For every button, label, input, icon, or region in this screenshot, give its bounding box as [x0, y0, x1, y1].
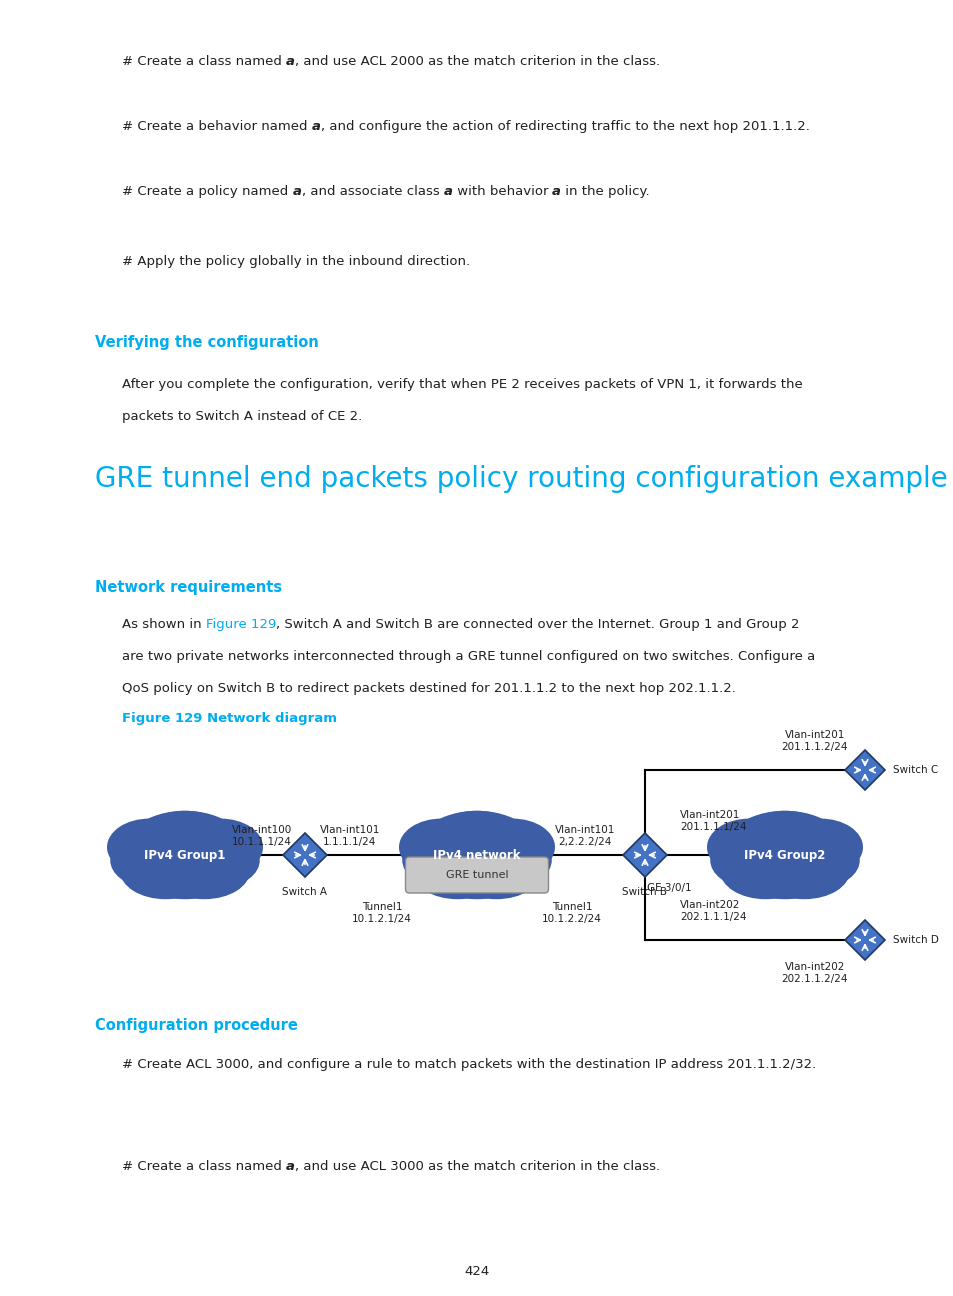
- Text: Switch B: Switch B: [622, 886, 667, 897]
- Polygon shape: [844, 920, 884, 960]
- Ellipse shape: [178, 819, 263, 876]
- Ellipse shape: [739, 811, 830, 863]
- Text: # Create a class named: # Create a class named: [122, 1160, 286, 1173]
- Text: packets to Switch A instead of CE 2.: packets to Switch A instead of CE 2.: [122, 410, 362, 422]
- Ellipse shape: [398, 819, 483, 876]
- Ellipse shape: [139, 811, 231, 863]
- Ellipse shape: [120, 811, 250, 899]
- Ellipse shape: [431, 811, 522, 863]
- Text: a: a: [552, 185, 560, 198]
- Text: , and use ACL 2000 as the match criterion in the class.: , and use ACL 2000 as the match criterio…: [294, 54, 659, 67]
- Ellipse shape: [709, 835, 781, 886]
- Ellipse shape: [111, 835, 182, 886]
- Text: a: a: [312, 121, 320, 133]
- Text: a: a: [286, 54, 294, 67]
- Ellipse shape: [412, 842, 502, 899]
- Text: IPv4 Group2: IPv4 Group2: [743, 849, 825, 862]
- Text: Configuration procedure: Configuration procedure: [95, 1017, 297, 1033]
- Text: Tunnel1
10.1.2.2/24: Tunnel1 10.1.2.2/24: [541, 902, 601, 924]
- Text: Switch A: Switch A: [282, 886, 327, 897]
- Text: Figure 129 Network diagram: Figure 129 Network diagram: [122, 712, 336, 724]
- Ellipse shape: [412, 811, 541, 899]
- Text: GE 3/0/1: GE 3/0/1: [646, 883, 691, 893]
- Text: Network requirements: Network requirements: [95, 581, 282, 595]
- Ellipse shape: [479, 835, 551, 886]
- Text: After you complete the configuration, verify that when PE 2 receives packets of : After you complete the configuration, ve…: [122, 378, 801, 391]
- Text: a: a: [443, 185, 452, 198]
- Text: , and associate class: , and associate class: [301, 185, 443, 198]
- Polygon shape: [622, 833, 666, 877]
- Text: As shown in: As shown in: [122, 618, 206, 631]
- Text: Vlan-int201
201.1.1.2/24: Vlan-int201 201.1.1.2/24: [781, 730, 847, 753]
- Text: # Create a policy named: # Create a policy named: [122, 185, 293, 198]
- Text: Vlan-int101
2,2.2.2/24: Vlan-int101 2,2.2.2/24: [555, 826, 615, 848]
- Text: GRE tunnel: GRE tunnel: [445, 870, 508, 880]
- Text: GRE tunnel end packets policy routing configuration example: GRE tunnel end packets policy routing co…: [95, 465, 946, 492]
- Text: Switch D: Switch D: [892, 934, 938, 945]
- Text: Vlan-int202
202.1.1.2/24: Vlan-int202 202.1.1.2/24: [781, 962, 847, 985]
- Ellipse shape: [402, 835, 474, 886]
- Ellipse shape: [159, 842, 250, 899]
- Ellipse shape: [451, 842, 541, 899]
- Text: IPv4 Group1: IPv4 Group1: [144, 849, 226, 862]
- Ellipse shape: [720, 811, 849, 899]
- Text: Vlan-int202
202.1.1.1/24: Vlan-int202 202.1.1.1/24: [679, 899, 745, 923]
- Text: IPv4 network: IPv4 network: [433, 849, 520, 862]
- Text: , and use ACL 3000 as the match criterion in the class.: , and use ACL 3000 as the match criterio…: [294, 1160, 659, 1173]
- Ellipse shape: [759, 842, 849, 899]
- Text: with behavior: with behavior: [452, 185, 552, 198]
- Ellipse shape: [706, 819, 791, 876]
- FancyBboxPatch shape: [405, 857, 548, 893]
- Polygon shape: [283, 833, 327, 877]
- Ellipse shape: [107, 819, 192, 876]
- Ellipse shape: [188, 835, 259, 886]
- Text: Verifying the configuration: Verifying the configuration: [95, 334, 318, 350]
- Text: # Create ACL 3000, and configure a rule to match packets with the destination IP: # Create ACL 3000, and configure a rule …: [122, 1058, 816, 1070]
- Text: , and configure the action of redirecting traffic to the next hop 201.1.1.2.: , and configure the action of redirectin…: [320, 121, 809, 133]
- Text: Vlan-int100
10.1.1.1/24: Vlan-int100 10.1.1.1/24: [232, 826, 292, 848]
- Text: 424: 424: [464, 1265, 489, 1278]
- Ellipse shape: [787, 835, 859, 886]
- Text: # Apply the policy globally in the inbound direction.: # Apply the policy globally in the inbou…: [122, 255, 470, 268]
- Text: # Create a behavior named: # Create a behavior named: [122, 121, 312, 133]
- Ellipse shape: [720, 842, 810, 899]
- Text: Vlan-int101
1.1.1.1/24: Vlan-int101 1.1.1.1/24: [319, 826, 380, 848]
- Text: a: a: [293, 185, 301, 198]
- Ellipse shape: [120, 842, 211, 899]
- Text: Figure 129: Figure 129: [206, 618, 276, 631]
- Ellipse shape: [778, 819, 862, 876]
- Text: a: a: [286, 1160, 294, 1173]
- Text: Vlan-int201
201.1.1.1/24: Vlan-int201 201.1.1.1/24: [679, 810, 745, 832]
- Text: QoS policy on Switch B to redirect packets destined for 201.1.1.2 to the next ho: QoS policy on Switch B to redirect packe…: [122, 682, 735, 695]
- Text: , Switch A and Switch B are connected over the Internet. Group 1 and Group 2: , Switch A and Switch B are connected ov…: [276, 618, 799, 631]
- Polygon shape: [844, 750, 884, 791]
- Ellipse shape: [470, 819, 555, 876]
- Text: are two private networks interconnected through a GRE tunnel configured on two s: are two private networks interconnected …: [122, 651, 815, 664]
- Text: # Create a class named: # Create a class named: [122, 54, 286, 67]
- Text: in the policy.: in the policy.: [560, 185, 649, 198]
- Text: Switch C: Switch C: [892, 765, 937, 775]
- Text: Tunnel1
10.1.2.1/24: Tunnel1 10.1.2.1/24: [352, 902, 412, 924]
